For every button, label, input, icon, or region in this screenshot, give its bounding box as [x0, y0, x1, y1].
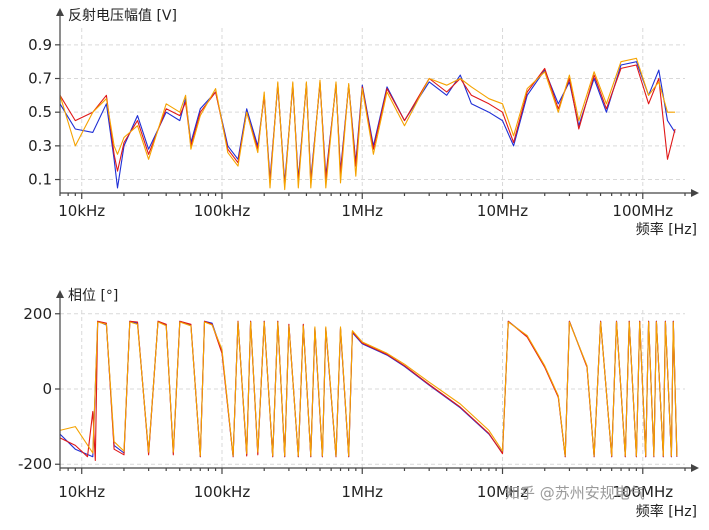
phase-x-tick-label: 1MHz	[341, 483, 383, 501]
magnitude-y-tick-label: 0.7	[28, 70, 52, 88]
phase-y-tick-label: 200	[23, 305, 52, 323]
phase-chart: 相位 [°] 频率 [Hz] 200 0 -200 10kHz 100kHz 1MHz 10…	[18, 288, 699, 520]
magnitude-x-tick-label: 100kHz	[194, 202, 251, 220]
phase-x-tick-label: 100MHz	[612, 483, 673, 501]
phase-series-line-3	[59, 321, 678, 457]
magnitude-x-tick-label: 100MHz	[612, 202, 673, 220]
magnitude-chart: 反射电压幅值 [V] 频率 [Hz] 0.9 0.7 0.5 0.3 0.1 10kHz 1…	[28, 8, 699, 238]
magnitude-y-tick-label: 0.3	[28, 137, 52, 155]
magnitude-x-tick-label: 10MHz	[477, 202, 528, 220]
magnitude-x-axis-title: 频率 [Hz]	[636, 221, 697, 238]
magnitude-y-tick-label: 0.9	[28, 36, 52, 54]
magnitude-x-tick-label: 1MHz	[341, 202, 383, 220]
magnitude-series-line-3	[59, 57, 676, 191]
magnitude-y-axis-arrow	[56, 8, 64, 16]
magnitude-y-tick-label: 0.1	[28, 171, 52, 189]
phase-y-axis-arrow	[56, 290, 64, 298]
phase-x-tick-label: 100kHz	[194, 483, 251, 501]
magnitude-y-axis-title: 反射电压幅值 [V]	[68, 8, 177, 24]
watermark-text: 知乎 @苏州安规电气	[505, 484, 645, 502]
magnitude-x-axis-arrow	[691, 189, 699, 197]
phase-y-tick-label: 0	[42, 380, 52, 398]
phase-x-axis-arrow	[691, 464, 699, 472]
phase-x-tick-label: 10kHz	[58, 483, 105, 501]
magnitude-y-tick-label: 0.5	[28, 103, 52, 121]
phase-y-axis-title: 相位 [°]	[68, 288, 118, 304]
phase-y-tick-label: -200	[18, 455, 52, 473]
phase-x-tick-label: 10MHz	[477, 483, 528, 501]
phase-x-axis-title: 频率 [Hz]	[636, 503, 697, 520]
magnitude-x-tick-label: 10kHz	[58, 202, 105, 220]
